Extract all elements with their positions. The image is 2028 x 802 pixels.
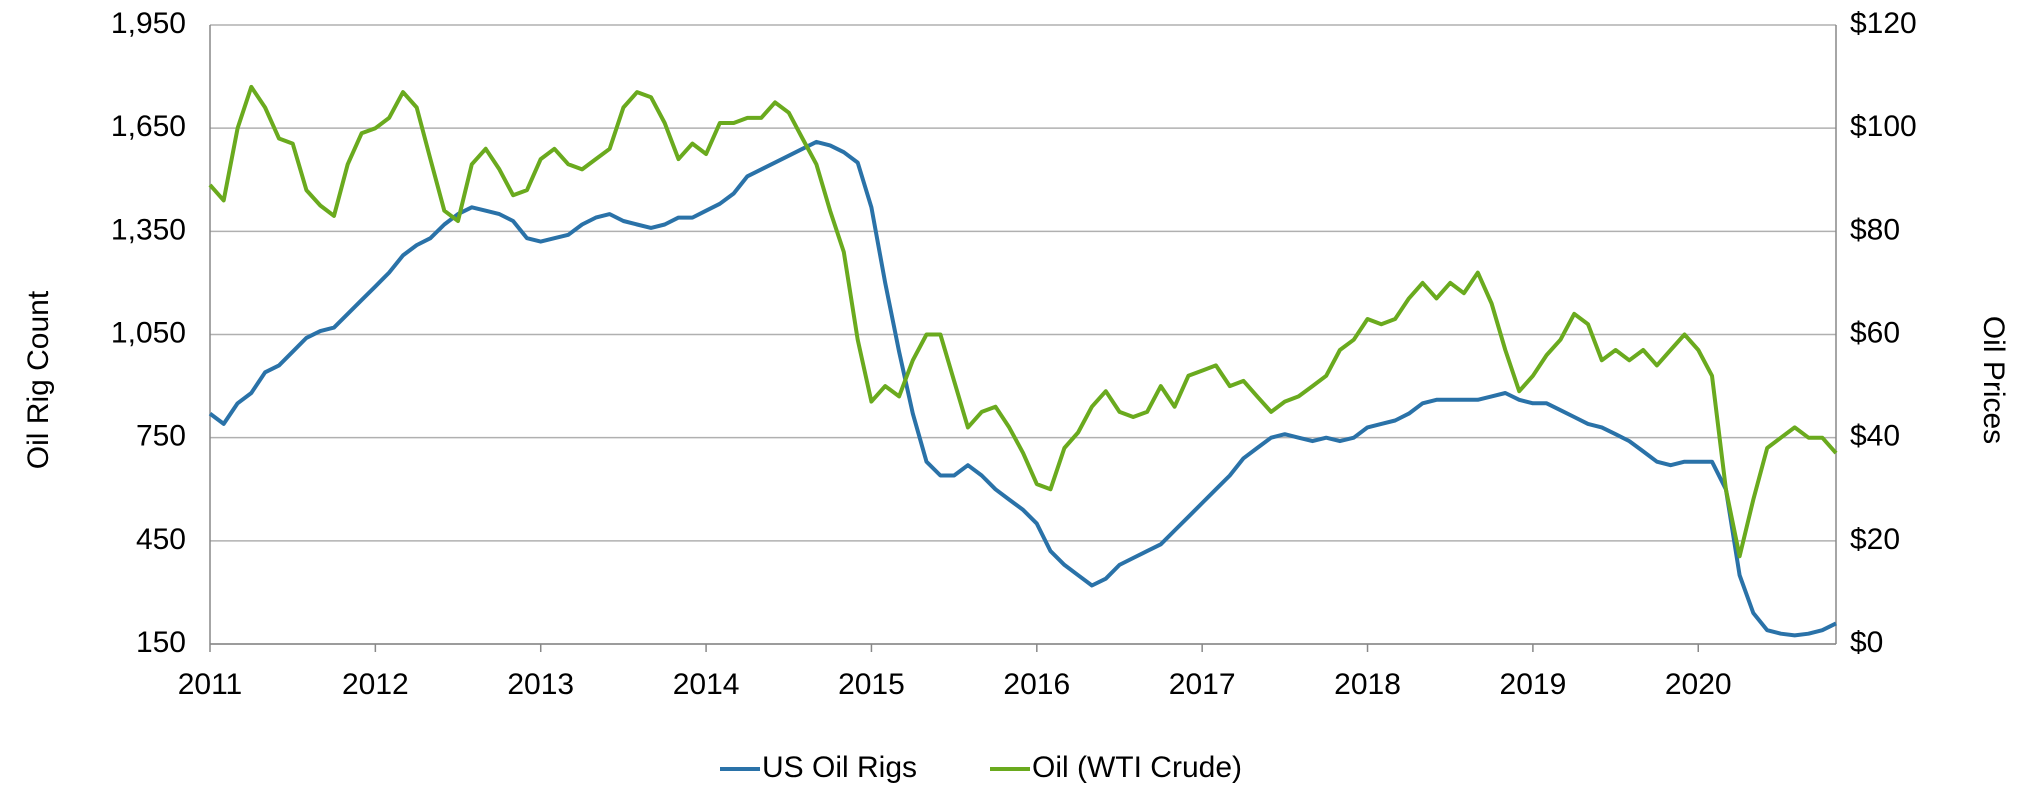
series-line [208,139,1837,638]
y-tick-label: 150 [136,626,186,659]
x-tick-label: 2013 [507,668,574,701]
y-axis-title: Oil Rig Count [22,290,55,469]
x-tick-label: 2011 [178,668,243,701]
legend-label: Oil (WTI Crude) [1032,751,1242,784]
y-tick-label: 1,950 [111,7,186,40]
x-tick-label: 2015 [838,668,905,701]
x-tick-label: 2012 [342,668,409,701]
x-tick-label: 2016 [1003,668,1070,701]
y-tick-label: 750 [136,420,186,453]
y2-tick-label: $100 [1850,110,1917,143]
y-tick-label: 1,650 [111,110,186,143]
y2-tick-label: $0 [1850,626,1883,659]
y-tick-label: 450 [136,523,186,556]
y2-tick-label: $60 [1850,316,1900,349]
y2-tick-label: $120 [1850,7,1917,40]
y2-tick-label: $40 [1850,420,1900,453]
x-tick-label: 2014 [673,668,740,701]
x-tick-label: 2018 [1334,668,1401,701]
y2-axis-title: Oil Prices [1977,316,2010,444]
legend-label: US Oil Rigs [762,751,917,784]
series-line [208,84,1838,559]
y2-tick-label: $80 [1850,213,1900,246]
y-tick-label: 1,350 [111,213,186,246]
y2-tick-label: $20 [1850,523,1900,556]
y-tick-label: 1,050 [111,316,186,349]
x-tick-label: 2019 [1500,668,1567,701]
x-tick-label: 2017 [1169,668,1236,701]
x-tick-label: 2020 [1665,668,1732,701]
